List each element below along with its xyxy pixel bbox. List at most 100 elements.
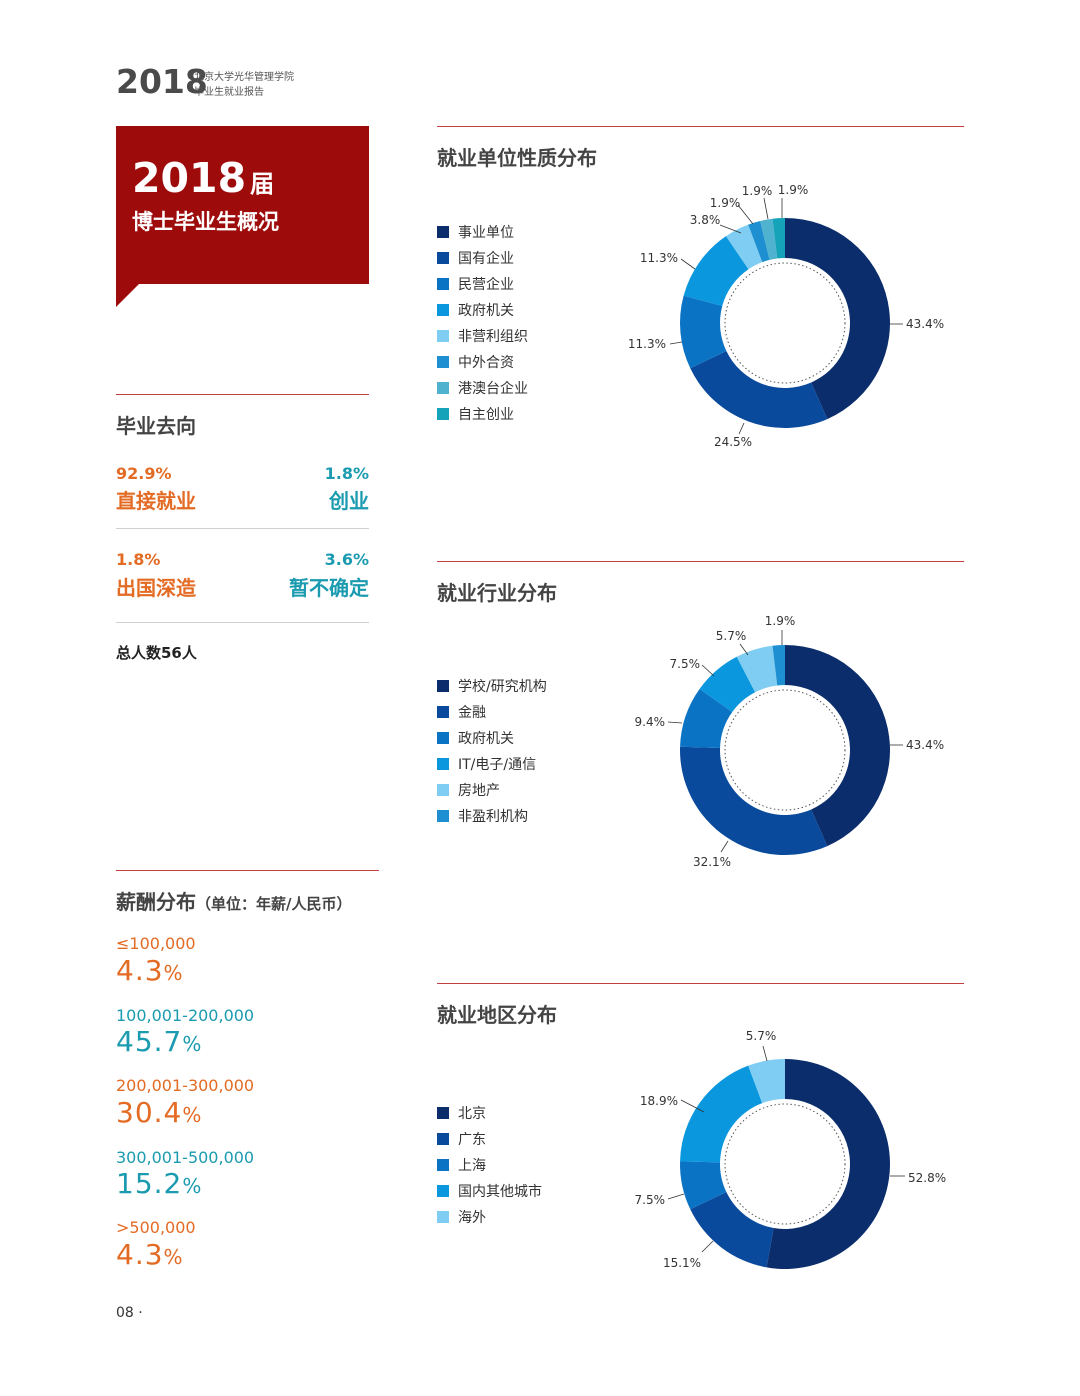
donut-slice <box>725 224 763 270</box>
salary-range: >500,000 <box>116 1218 196 1237</box>
salary-range: 100,001-200,000 <box>116 1006 255 1025</box>
legend-item: 学校/研究机构 <box>437 676 547 696</box>
donut-slice <box>690 1192 774 1268</box>
legend-swatch <box>437 706 449 718</box>
legend-label: 非盈利机构 <box>458 809 528 825</box>
data-label: 5.7% <box>746 1029 777 1043</box>
donut-slice <box>699 656 756 713</box>
destination-label: 创业 <box>329 489 369 513</box>
legend-item: 非营利组织 <box>437 326 528 346</box>
legend-label: 自主创业 <box>458 407 514 423</box>
donut-slice <box>785 218 890 420</box>
salary-value: 4.3% <box>116 954 184 987</box>
data-label: 15.1% <box>663 1256 701 1270</box>
leader-line <box>680 1099 705 1113</box>
donut-slice <box>736 645 778 693</box>
salary-range: 300,001-500,000 <box>116 1148 255 1167</box>
donut-slice <box>680 688 733 748</box>
legend-item: 房地产 <box>437 780 500 800</box>
leader-line <box>701 1240 714 1253</box>
legend-swatch <box>437 732 449 744</box>
leader-line <box>667 721 683 724</box>
salary-value: 30.4% <box>116 1096 202 1129</box>
title-banner <box>116 126 369 284</box>
legend-label: 广东 <box>458 1132 486 1148</box>
legend-label: 非营利组织 <box>458 329 528 345</box>
legend-item: 上海 <box>437 1155 486 1175</box>
chart-title: 就业地区分布 <box>437 1003 557 1027</box>
legend-swatch <box>437 680 449 692</box>
legend-label: 金融 <box>458 705 486 721</box>
salary-value-number: 4.3 <box>116 1238 164 1271</box>
salary-value-number: 45.7 <box>116 1025 183 1058</box>
data-label: 52.8% <box>908 1171 946 1185</box>
salary-range: 200,001-300,000 <box>116 1076 255 1095</box>
salary-value-unit: % <box>182 1174 203 1198</box>
leader-line <box>738 422 745 435</box>
destination-label: 暂不确定 <box>289 576 369 600</box>
data-label: 11.3% <box>628 337 666 351</box>
legend-label: 民营企业 <box>458 277 514 293</box>
legend-item: 中外合资 <box>437 352 514 372</box>
data-label: 3.8% <box>690 213 721 227</box>
legend-swatch <box>437 382 449 394</box>
page-number: 08 · <box>116 1305 143 1321</box>
legend-label: 中外合资 <box>458 355 514 371</box>
legend-item: 海外 <box>437 1207 486 1227</box>
destination-pct: 1.8% <box>116 550 161 569</box>
data-label: 1.9% <box>765 614 796 628</box>
destination-label: 出国深造 <box>116 576 196 600</box>
legend-label: 上海 <box>458 1158 486 1174</box>
data-label: 32.1% <box>693 855 731 869</box>
report-school: 北京大学光华管理学院 <box>194 72 294 83</box>
divider <box>116 622 369 623</box>
legend-label: 政府机关 <box>458 303 514 319</box>
donut-slice <box>680 1065 763 1163</box>
legend-item: 事业单位 <box>437 222 514 242</box>
legend-swatch <box>437 304 449 316</box>
section-rule <box>437 126 964 127</box>
legend-label: 学校/研究机构 <box>458 679 547 695</box>
total-count: 总人数56人 <box>116 644 197 662</box>
legend-swatch <box>437 278 449 290</box>
legend-swatch <box>437 1185 449 1197</box>
legend-label: 北京 <box>458 1106 486 1122</box>
legend-swatch <box>437 810 449 822</box>
legend-swatch <box>437 1107 449 1119</box>
salary-value-number: 4.3 <box>116 954 164 987</box>
leader-line <box>720 840 729 853</box>
legend-label: 国内其他城市 <box>458 1184 542 1200</box>
donut-inner-ring <box>724 689 846 811</box>
legend-label: IT/电子/通信 <box>458 757 537 773</box>
section-rule <box>437 561 964 562</box>
salary-value: 4.3% <box>116 1238 184 1271</box>
legend-item: 金融 <box>437 702 486 722</box>
salary-title: 薪酬分布（单位：年薪/人民币） <box>116 886 351 915</box>
donut-slice <box>680 1161 727 1210</box>
donut-slice <box>748 220 770 263</box>
legend-swatch <box>437 356 449 368</box>
salary-value: 45.7% <box>116 1025 202 1058</box>
donut-slice <box>683 236 749 307</box>
data-label: 1.9% <box>742 184 773 198</box>
legend-item: 港澳台企业 <box>437 378 528 398</box>
banner-year: 2018 届 <box>132 154 274 202</box>
salary-unit: （单位：年薪/人民币） <box>196 895 352 913</box>
leader-line <box>737 204 754 225</box>
legend-item: 政府机关 <box>437 728 514 748</box>
leader-line <box>701 664 715 677</box>
data-label: 1.9% <box>778 183 809 197</box>
legend-swatch <box>437 758 449 770</box>
donut-slice <box>766 1059 890 1269</box>
legend-swatch <box>437 408 449 420</box>
legend-swatch <box>437 252 449 264</box>
legend-swatch <box>437 1133 449 1145</box>
divider <box>116 528 369 529</box>
data-label: 9.4% <box>635 715 666 729</box>
leader-line <box>719 224 742 234</box>
section-rule <box>116 394 369 395</box>
legend-item: 国有企业 <box>437 248 514 268</box>
salary-title-text: 薪酬分布 <box>116 890 196 914</box>
legend-label: 事业单位 <box>458 225 514 241</box>
